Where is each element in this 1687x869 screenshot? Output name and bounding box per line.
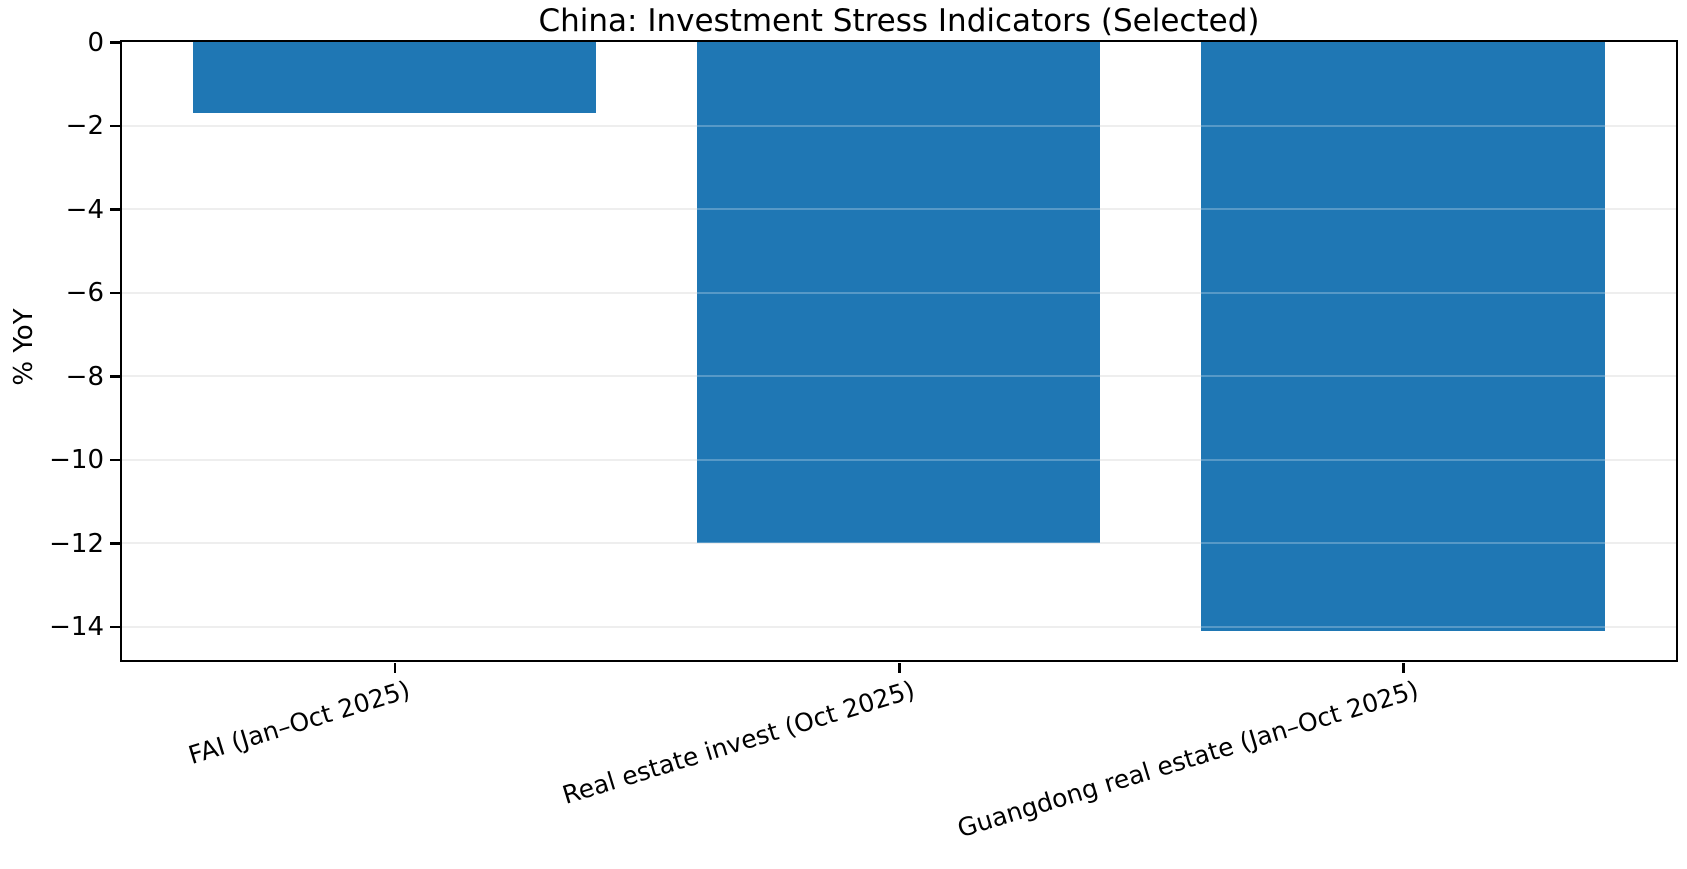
x-tick-label: FAI (Jan–Oct 2025) <box>185 675 414 770</box>
plot-area <box>120 40 1678 662</box>
x-tick <box>898 663 901 673</box>
gridline-overlay <box>122 542 1676 545</box>
y-tick-label: −6 <box>65 278 104 309</box>
chart-title: China: Investment Stress Indicators (Sel… <box>538 3 1260 39</box>
y-tick <box>110 375 120 378</box>
y-tick <box>110 41 120 44</box>
gridline-overlay <box>122 291 1676 294</box>
bar <box>192 42 597 113</box>
gridline-overlay <box>122 208 1676 211</box>
gridline <box>122 625 1676 628</box>
x-tick <box>1402 663 1405 673</box>
x-tick <box>393 663 397 673</box>
gridline-overlay <box>122 375 1676 378</box>
x-tick-label: Guangdong real estate (Jan–Oct 2025) <box>954 675 1423 844</box>
y-tick-label: −14 <box>49 612 104 643</box>
gridline-overlay <box>122 458 1676 461</box>
y-tick <box>110 208 120 211</box>
y-tick-label: −10 <box>49 445 104 476</box>
y-tick <box>110 625 120 629</box>
y-tick <box>110 291 120 295</box>
gridline-overlay <box>122 625 1676 628</box>
y-tick-label: −2 <box>65 111 104 141</box>
y-tick <box>110 458 120 462</box>
y-tick-label: −12 <box>49 528 104 559</box>
x-tick-label: Real estate invest (Oct 2025) <box>558 675 918 810</box>
bar <box>696 42 1101 544</box>
y-tick <box>110 542 120 545</box>
gridline-overlay <box>122 124 1676 127</box>
y-tick-label: −4 <box>65 194 104 225</box>
gridline <box>122 542 1676 545</box>
y-tick-label: 0 <box>87 27 104 58</box>
y-tick <box>110 124 120 128</box>
y-tick-label: −8 <box>65 361 104 392</box>
bar <box>1201 42 1605 631</box>
